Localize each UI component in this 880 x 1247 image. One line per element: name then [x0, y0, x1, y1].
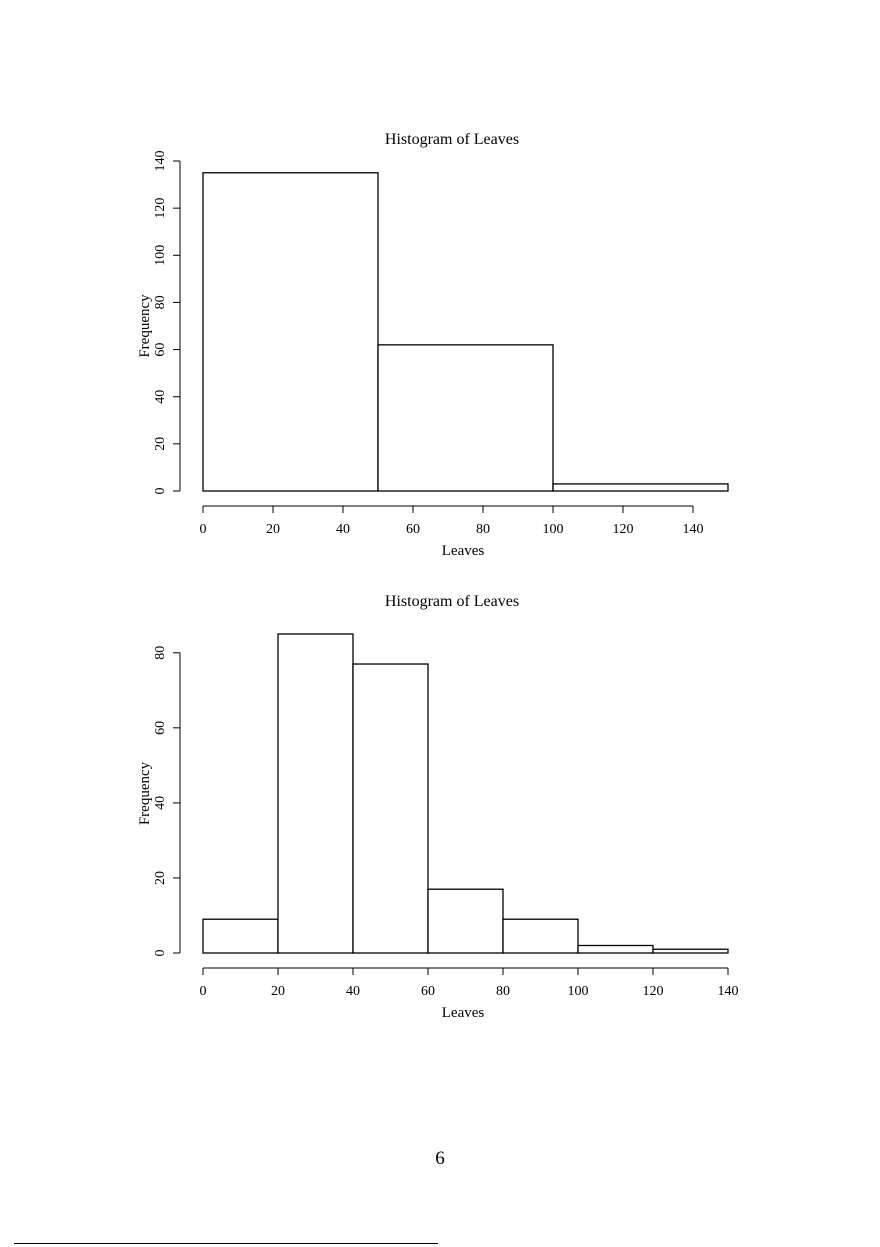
- x-tick-label: 40: [336, 522, 350, 537]
- y-tick-label: 40: [153, 390, 168, 404]
- histogram-2: Histogram of Leaves 0 20 40 60 80 100 120 140 0 20…: [137, 593, 739, 1021]
- x-tick-label: 80: [476, 522, 490, 537]
- histogram-bar: [552, 483, 729, 492]
- y-tick-label: 60: [153, 343, 168, 357]
- x-tick-label: 140: [718, 984, 739, 999]
- y-tick-label: 120: [153, 198, 168, 219]
- histogram-bar: [202, 918, 279, 954]
- y-tick-label: 60: [153, 721, 168, 735]
- y-tick-label: 140: [153, 151, 168, 172]
- y-tick-label: 20: [153, 871, 168, 885]
- histogram-bar: [202, 172, 379, 492]
- histogram-bar: [652, 948, 729, 954]
- x-tick-label: 120: [613, 522, 634, 537]
- y-tick-label: 20: [153, 437, 168, 451]
- x-axis-label: Leaves: [442, 543, 485, 559]
- histogram-bar: [277, 633, 354, 954]
- x-tick-label: 40: [346, 984, 360, 999]
- page-number: 6: [435, 1148, 445, 1169]
- y-tick-label: 40: [153, 796, 168, 810]
- y-tick-label: 0: [153, 950, 168, 957]
- y-tick-label: 80: [153, 295, 168, 309]
- x-tick-label: 120: [643, 984, 664, 999]
- x-tick-label: 0: [200, 522, 207, 537]
- histogram-bar: [352, 663, 429, 954]
- y-axis-label: Frequency: [137, 294, 153, 358]
- y-axis-label: Frequency: [137, 761, 153, 825]
- y-tick-label: 0: [153, 488, 168, 495]
- x-tick-label: 60: [421, 984, 435, 999]
- histogram-1: Histogram of Leaves 0 20 40 60 80 100 120 140 0 20…: [137, 131, 729, 559]
- chart-title: Histogram of Leaves: [385, 593, 519, 610]
- x-tick-label: 0: [200, 984, 207, 999]
- y-tick-label: 100: [153, 245, 168, 266]
- x-tick-label: 20: [266, 522, 280, 537]
- x-tick-label: 100: [543, 522, 564, 537]
- histogram-bar: [377, 344, 554, 492]
- x-tick-label: 20: [271, 984, 285, 999]
- histogram-bar: [427, 888, 504, 954]
- histogram-bar: [502, 918, 579, 954]
- x-tick-label: 60: [406, 522, 420, 537]
- footer-rule: [14, 1243, 438, 1244]
- x-tick-label: 80: [496, 984, 510, 999]
- y-tick-label: 80: [153, 646, 168, 660]
- chart-title: Histogram of Leaves: [385, 131, 519, 148]
- x-tick-label: 140: [683, 522, 704, 537]
- x-axis-label: Leaves: [442, 1005, 485, 1021]
- histogram-bar: [577, 944, 654, 954]
- x-tick-label: 100: [568, 984, 589, 999]
